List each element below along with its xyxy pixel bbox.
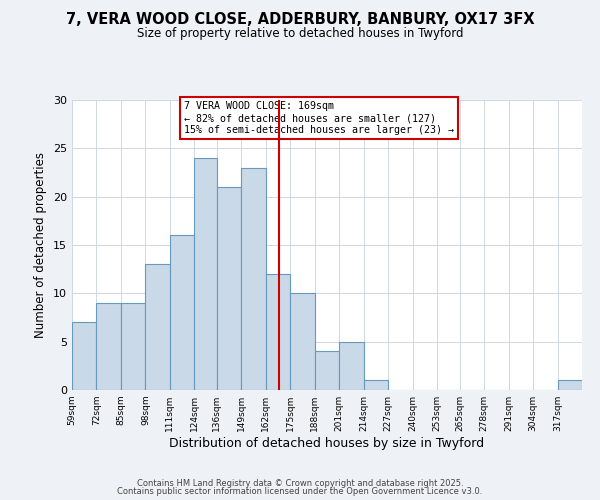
Bar bbox=[557, 380, 582, 390]
Bar bbox=[97, 303, 121, 390]
Text: Contains HM Land Registry data © Crown copyright and database right 2025.: Contains HM Land Registry data © Crown c… bbox=[137, 478, 463, 488]
Bar bbox=[121, 303, 145, 390]
Bar bbox=[339, 342, 364, 390]
Bar bbox=[170, 236, 194, 390]
Bar bbox=[290, 294, 315, 390]
Bar bbox=[72, 322, 97, 390]
Text: 7, VERA WOOD CLOSE, ADDERBURY, BANBURY, OX17 3FX: 7, VERA WOOD CLOSE, ADDERBURY, BANBURY, … bbox=[65, 12, 535, 28]
Y-axis label: Number of detached properties: Number of detached properties bbox=[34, 152, 47, 338]
Text: Size of property relative to detached houses in Twyford: Size of property relative to detached ho… bbox=[137, 28, 463, 40]
Bar bbox=[364, 380, 388, 390]
Bar bbox=[315, 352, 339, 390]
Bar bbox=[241, 168, 266, 390]
Text: 7 VERA WOOD CLOSE: 169sqm
← 82% of detached houses are smaller (127)
15% of semi: 7 VERA WOOD CLOSE: 169sqm ← 82% of detac… bbox=[184, 102, 454, 134]
Text: Contains public sector information licensed under the Open Government Licence v3: Contains public sector information licen… bbox=[118, 487, 482, 496]
X-axis label: Distribution of detached houses by size in Twyford: Distribution of detached houses by size … bbox=[169, 437, 485, 450]
Bar bbox=[266, 274, 290, 390]
Bar bbox=[217, 187, 241, 390]
Bar bbox=[145, 264, 170, 390]
Bar bbox=[194, 158, 217, 390]
